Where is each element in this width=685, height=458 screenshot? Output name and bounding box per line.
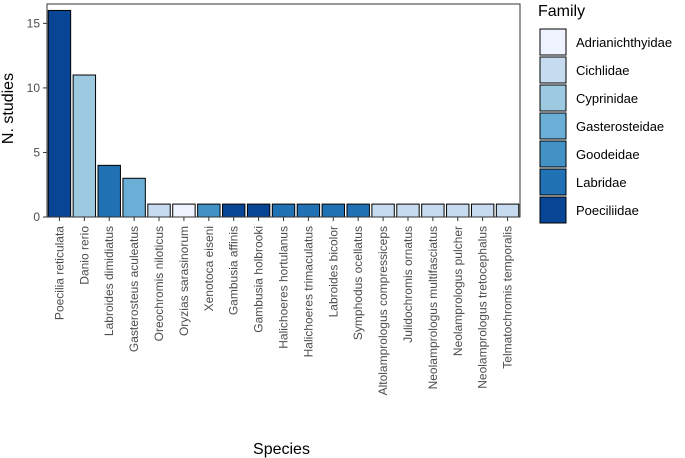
x-tick-label: Julidochromis ornatus xyxy=(401,226,415,343)
y-axis: 0 5 10 15 xyxy=(27,16,47,224)
bar-oryzias-sarasinorum xyxy=(172,203,196,218)
x-tick-label: Telmatochromis temporalis xyxy=(501,226,515,369)
bar-symphodus-ocellatus xyxy=(346,203,370,218)
x-tick-label: Labroides bicolor xyxy=(326,226,340,317)
legend-label: Gasterosteidae xyxy=(576,119,664,134)
bar-neolamprologus-multifasciatus xyxy=(421,203,445,218)
legend-key-gasterosteidae xyxy=(539,112,567,140)
x-tick-label: Danio rerio xyxy=(77,226,91,285)
bar-julidochromis-ornatus xyxy=(396,203,420,218)
legend: Family Adrianichthyidae Cichlidae Cyprinid… xyxy=(538,3,672,224)
x-axis: Poecilia reticulata Danio rerio Labroides … xyxy=(52,217,515,395)
y-tick-label: 10 xyxy=(27,81,41,95)
bar-gambusia-holbrooki xyxy=(246,203,271,218)
x-axis-title: Species xyxy=(253,441,310,458)
legend-label: Cichlidae xyxy=(576,63,629,78)
x-tick-label: Neolamprologus pulcher xyxy=(451,226,465,356)
x-tick-label: Altolamprologus compressiceps xyxy=(376,226,390,395)
x-tick-label: Neolamprologus tretocephalus xyxy=(476,226,490,389)
bar-altolamprologus-compressiceps xyxy=(371,203,395,218)
x-tick-label: Gasterosteus aculeatus xyxy=(127,226,141,352)
x-tick-label: Neolamprologus multifasciatus xyxy=(426,226,440,389)
bar-neolamprologus-pulcher xyxy=(446,203,470,218)
x-tick-label: Halichoeres hortulanus xyxy=(277,226,291,349)
bar-neolamprologus-tretocephalus xyxy=(470,203,495,218)
legend-label: Goodeidae xyxy=(576,147,640,162)
legend-key-cichlidae xyxy=(539,56,567,84)
legend-key-poeciliidae xyxy=(539,196,567,224)
legend-key-labridae xyxy=(539,168,567,196)
legend-key-cyprinidae xyxy=(539,84,567,112)
legend-label: Poeciliidae xyxy=(576,203,639,218)
bar-poecilia-reticulata xyxy=(47,9,72,218)
legend-label: Labridae xyxy=(576,175,627,190)
bar-oreochromis-niloticus xyxy=(147,203,171,218)
bar-xenotoca-eiseni xyxy=(197,203,221,218)
bar-telmatochromis-temporalis xyxy=(495,203,520,218)
bar-gasterosteus-aculeatus xyxy=(122,177,146,218)
x-tick-label: Labroides dimidiatus xyxy=(102,226,116,336)
x-tick-label: Oreochromis niloticus xyxy=(152,226,166,341)
legend-key-adrianichthyidae xyxy=(539,28,567,56)
x-tick-label: Halichoeres trimaculatus xyxy=(301,226,315,357)
bar-halichoeres-trimaculatus xyxy=(296,203,321,218)
y-tick-label: 5 xyxy=(33,145,40,159)
legend-title: Family xyxy=(538,3,585,20)
bar-halichoeres-hortulanus xyxy=(271,203,296,218)
x-tick-label: Gambusia holbrooki xyxy=(252,226,266,333)
legend-label: Adrianichthyidae xyxy=(576,35,672,50)
bar-gambusia-affinis xyxy=(222,203,246,218)
legend-key-goodeidae xyxy=(539,140,567,168)
x-tick-label: Poecilia reticulata xyxy=(52,226,66,320)
y-axis-title: N. studies xyxy=(0,73,17,144)
legend-label: Cyprinidae xyxy=(576,91,638,106)
bars-group xyxy=(47,9,520,218)
y-tick-label: 15 xyxy=(27,16,41,30)
bar-labroides-dimidiatus xyxy=(97,164,121,218)
x-tick-label: Xenotoca eiseni xyxy=(202,226,216,311)
bar-danio-rerio xyxy=(72,74,97,218)
x-tick-label: Oryzias sarasinorum xyxy=(177,226,191,336)
bar-labroides-bicolor xyxy=(321,203,345,218)
x-tick-label: Gambusia affinis xyxy=(227,226,241,315)
y-tick-label: 0 xyxy=(33,210,40,224)
x-tick-label: Symphodus ocellatus xyxy=(351,226,365,340)
